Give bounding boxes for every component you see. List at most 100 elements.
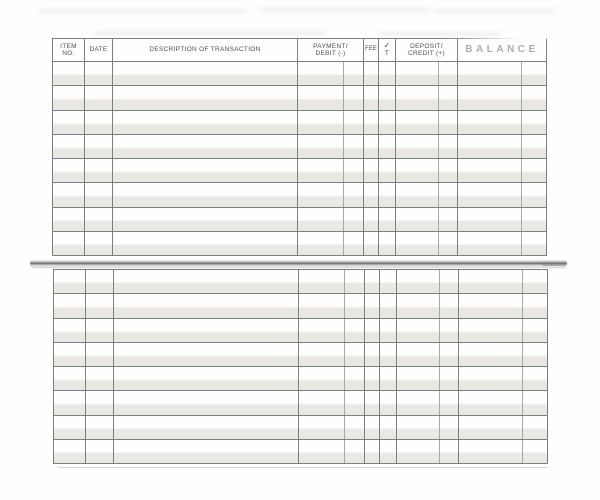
cell-date xyxy=(85,110,113,134)
cell-description xyxy=(114,367,299,391)
cell-fee xyxy=(365,270,380,294)
cell-check xyxy=(380,367,397,391)
cents-divider xyxy=(522,318,523,342)
cell-balance xyxy=(458,110,547,134)
cell-date xyxy=(86,318,114,342)
scan-artifact xyxy=(95,31,325,35)
cell-payment-debit xyxy=(298,207,364,231)
cents-divider xyxy=(522,415,523,439)
cell-fee xyxy=(365,318,380,342)
scan-artifact xyxy=(38,9,248,13)
cell-description xyxy=(113,86,298,110)
cell-description xyxy=(113,159,298,183)
cents-divider xyxy=(521,183,522,207)
cell-description xyxy=(113,183,298,207)
cell-item-no xyxy=(53,207,85,231)
cell-fee xyxy=(364,183,379,207)
cell-date xyxy=(85,207,113,231)
cell-payment-debit xyxy=(299,294,365,318)
cell-date xyxy=(85,86,113,110)
checkmark-icon: ✓ xyxy=(383,41,391,51)
cell-payment-debit xyxy=(299,342,365,366)
cell-fee xyxy=(364,110,379,134)
cell-payment-debit xyxy=(298,134,364,158)
cell-item-no xyxy=(54,439,86,463)
register-row xyxy=(53,110,547,135)
cell-fee xyxy=(364,62,379,86)
column-header-date: DATE xyxy=(85,39,113,61)
cell-check xyxy=(379,207,396,231)
cell-date xyxy=(85,183,113,207)
cell-description xyxy=(114,318,299,342)
cents-divider xyxy=(439,415,440,439)
cell-check xyxy=(379,159,396,183)
register-table-top: ITEM NO. DATE DESCRIPTION OF TRANSACTION… xyxy=(52,38,547,256)
cell-deposit-credit xyxy=(397,415,459,439)
cell-date xyxy=(86,342,114,366)
register-row xyxy=(54,294,548,319)
cell-balance xyxy=(459,342,548,366)
cell-deposit-credit xyxy=(396,134,458,158)
cents-divider xyxy=(438,62,439,86)
cell-date xyxy=(86,270,114,294)
cell-deposit-credit xyxy=(396,86,458,110)
cell-payment-debit xyxy=(298,231,364,255)
cents-divider xyxy=(438,207,439,231)
column-header-fee: FEE xyxy=(364,39,379,61)
cell-deposit-credit xyxy=(397,318,459,342)
cell-date xyxy=(86,294,114,318)
header-label: T xyxy=(384,50,390,58)
cell-description xyxy=(114,439,299,463)
cell-payment-debit xyxy=(299,439,365,463)
header-label: ITEM xyxy=(60,42,77,50)
header-label: BALANCE xyxy=(465,44,539,56)
cell-fee xyxy=(364,207,379,231)
register-table-bottom xyxy=(53,269,548,464)
cell-item-no xyxy=(54,367,86,391)
cents-divider xyxy=(439,342,440,366)
cell-date xyxy=(85,231,113,255)
cell-check xyxy=(380,270,397,294)
cell-deposit-credit xyxy=(396,110,458,134)
scan-artifact xyxy=(58,467,547,468)
cell-date xyxy=(85,134,113,158)
cell-fee xyxy=(365,439,380,463)
cell-fee xyxy=(365,367,380,391)
register-row xyxy=(53,62,547,87)
cell-item-no xyxy=(54,391,86,415)
cents-divider xyxy=(438,159,439,183)
cents-divider xyxy=(522,342,523,366)
register-row xyxy=(54,439,548,464)
column-header-balance: BALANCE xyxy=(458,39,547,61)
cell-item-no xyxy=(53,62,85,86)
cell-check xyxy=(379,183,396,207)
cell-deposit-credit xyxy=(397,367,459,391)
register-row xyxy=(54,367,548,392)
cell-description xyxy=(113,134,298,158)
cell-balance xyxy=(459,270,548,294)
header-label: PAYMENT/ xyxy=(313,42,348,50)
cell-deposit-credit xyxy=(397,391,459,415)
cell-deposit-credit xyxy=(397,294,459,318)
cell-check xyxy=(380,342,397,366)
cell-balance xyxy=(458,207,547,231)
cell-date xyxy=(86,391,114,415)
cents-divider xyxy=(343,110,344,134)
header-label: NO. xyxy=(62,50,75,57)
register-row xyxy=(54,342,548,367)
cents-divider xyxy=(343,207,344,231)
cell-check xyxy=(380,391,397,415)
cell-check xyxy=(379,110,396,134)
cents-divider xyxy=(438,134,439,158)
cell-payment-debit xyxy=(299,318,365,342)
cents-divider xyxy=(344,415,345,439)
scan-artifact xyxy=(380,32,500,36)
cents-divider xyxy=(439,391,440,415)
cell-item-no xyxy=(53,231,85,255)
header-label: DEPOSIT/ xyxy=(410,42,443,50)
cell-fee xyxy=(364,134,379,158)
cell-deposit-credit xyxy=(396,159,458,183)
cell-balance xyxy=(459,415,548,439)
cell-description xyxy=(113,110,298,134)
header-label: DATE xyxy=(89,46,108,54)
